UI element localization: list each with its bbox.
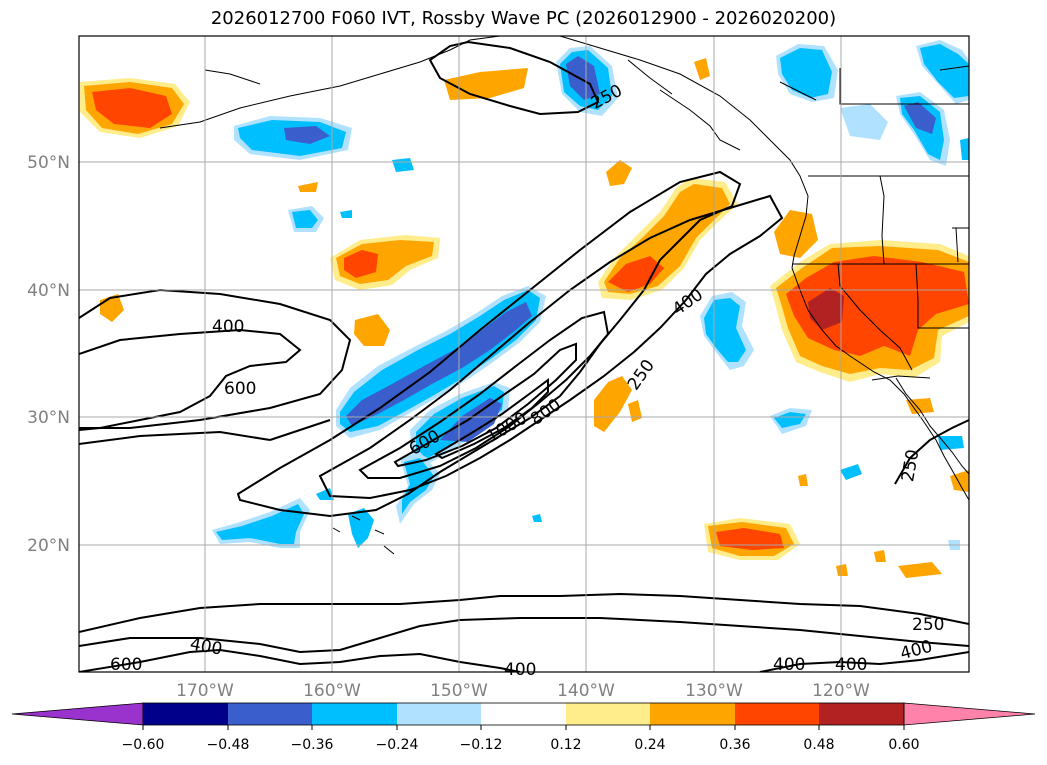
colorbar-outline bbox=[142, 702, 905, 726]
contour-lines bbox=[79, 40, 969, 672]
colorbar-segment bbox=[735, 703, 819, 725]
contour-label: 400 bbox=[835, 655, 867, 675]
lat-label-20n: 20°N bbox=[27, 536, 70, 556]
colorbar-segment bbox=[819, 703, 904, 725]
colorbar-tick-label: −0.12 bbox=[460, 737, 503, 753]
contour-label: 400 bbox=[212, 317, 244, 337]
lat-label-40n: 40°N bbox=[27, 281, 70, 301]
positive-anomaly-fills bbox=[80, 58, 969, 578]
colorbar-tick-label: 0.48 bbox=[803, 737, 834, 753]
colorbar-segment bbox=[481, 703, 566, 725]
colorbar-tick-label: −0.48 bbox=[207, 737, 250, 753]
colorbar-segment bbox=[566, 703, 650, 725]
colorbar-segment bbox=[650, 703, 735, 725]
colorbar-segment bbox=[143, 703, 228, 725]
colorbar-tick-label: 0.24 bbox=[634, 737, 665, 753]
colorbar-tick-label: 0.12 bbox=[550, 737, 581, 753]
lat-label-30n: 30°N bbox=[27, 408, 70, 428]
map-border bbox=[78, 35, 970, 673]
lon-label-160w: 160°W bbox=[303, 681, 361, 701]
map-area bbox=[79, 36, 969, 672]
colorbar-segment bbox=[397, 703, 481, 725]
colorbar-tick-label: −0.60 bbox=[122, 737, 165, 753]
colorbar-tick-label: 0.60 bbox=[888, 737, 919, 753]
contour-label: 600 bbox=[110, 655, 142, 675]
colorbar-segment bbox=[228, 703, 312, 725]
latitude-labels: 50°N 40°N 30°N 20°N bbox=[27, 153, 70, 556]
graticule bbox=[79, 36, 969, 672]
longitude-labels: 170°W 160°W 150°W 140°W 130°W 120°W bbox=[176, 681, 870, 701]
map-title: 2026012700 F060 IVT, Rossby Wave PC (202… bbox=[210, 8, 837, 29]
lon-label-120w: 120°W bbox=[812, 681, 870, 701]
colorbar-extend-max bbox=[903, 702, 1036, 726]
lon-label-130w: 130°W bbox=[685, 681, 743, 701]
colorbar-extend-min bbox=[11, 702, 144, 726]
colorbar-tick-label: −0.36 bbox=[291, 737, 334, 753]
lon-label-150w: 150°W bbox=[430, 681, 488, 701]
contour-label: 400 bbox=[504, 660, 536, 680]
contour-label-group: 250 400 600 400 600 1000 800 250 400 250… bbox=[110, 81, 944, 680]
lon-label-140w: 140°W bbox=[557, 681, 615, 701]
contour-label: 600 bbox=[224, 379, 256, 399]
colorbar-tick-label: −0.24 bbox=[376, 737, 419, 753]
lon-label-170w: 170°W bbox=[176, 681, 234, 701]
colorbar: −0.60 −0.48 −0.36 −0.24 −0.12 0.12 0.24 … bbox=[11, 702, 1036, 753]
colorbar-tick-label: 0.36 bbox=[719, 737, 750, 753]
coastlines bbox=[159, 36, 969, 555]
contour-label: 250 bbox=[912, 615, 944, 635]
contour-label: 400 bbox=[773, 655, 805, 675]
colorbar-ticks bbox=[142, 725, 905, 730]
lat-label-50n: 50°N bbox=[27, 153, 70, 173]
colorbar-segment bbox=[312, 703, 397, 725]
